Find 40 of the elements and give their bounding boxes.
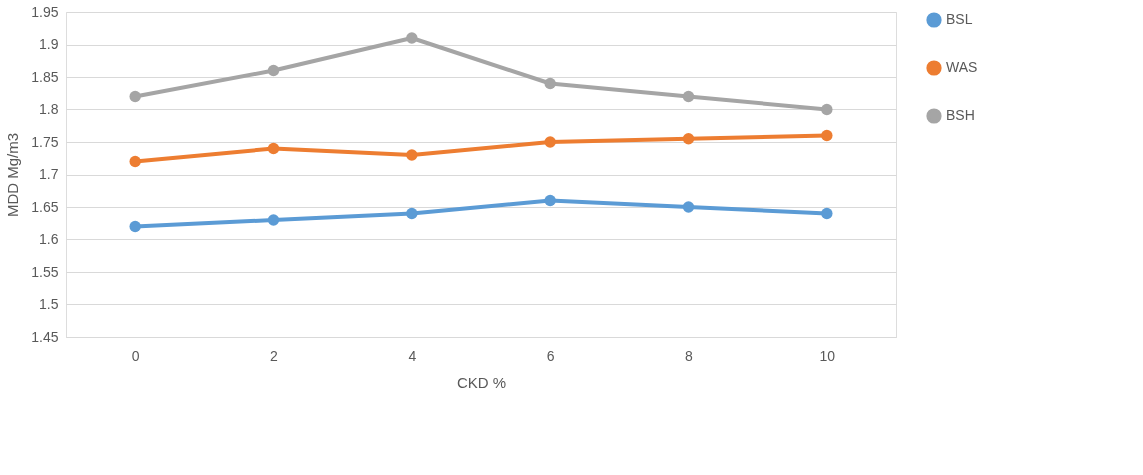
point [544,194,556,207]
legend-label: BSH [946,107,975,123]
point [406,207,418,220]
point [129,155,141,168]
point [821,129,833,142]
x-tick-label: 8 [685,347,694,364]
y-tick-label: 1.7 [39,166,59,182]
point [129,90,141,103]
y-tick-label: 1.8 [39,101,59,117]
y-tick-label: 1.45 [31,328,59,345]
x-axis-title: CKD % [456,373,507,391]
point [821,103,833,116]
point [406,32,418,44]
y-tick-label: 1.85 [31,68,59,85]
y-tick-label: 1.55 [31,263,59,280]
y-tick-label: 1.6 [39,231,59,247]
legend-label: BSL [946,11,973,27]
point [682,133,695,145]
y-tick-label: 1.65 [31,198,59,215]
point [406,149,418,161]
legend-label: WAS [946,59,978,75]
point [682,201,695,213]
point [821,207,833,220]
x-tick-label: 6 [546,347,555,364]
x-tick-label: 0 [131,347,140,364]
x-tick-label: 2 [270,347,279,364]
point [682,90,695,103]
point [544,136,556,148]
y-axis-title: MDD Mg/m3 [4,132,22,218]
x-tick-label: 4 [408,347,417,364]
x-tick-label: 10 [819,347,836,364]
point [544,77,556,90]
y-tick-label: 1.9 [39,36,59,52]
point [267,64,280,77]
y-tick-label: 1.95 [31,3,59,20]
y-tick-label: 1.5 [39,296,59,312]
y-tick-label: 1.75 [31,133,59,150]
point [129,220,141,233]
point [267,142,280,155]
point [267,214,280,226]
